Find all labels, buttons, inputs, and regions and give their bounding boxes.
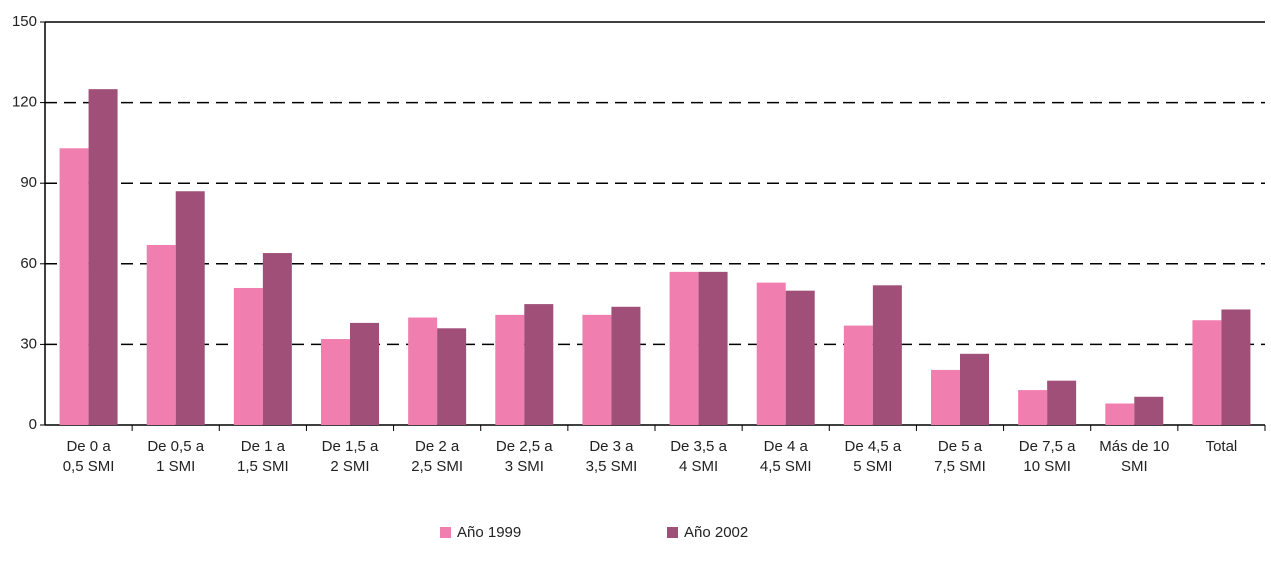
bar — [437, 328, 467, 425]
bar — [146, 244, 176, 425]
bar — [59, 148, 89, 426]
legend-label: Año 1999 — [457, 524, 521, 541]
bar — [669, 271, 699, 425]
bar — [1134, 396, 1164, 425]
legend-swatch — [440, 527, 451, 538]
legend-swatch — [667, 527, 678, 538]
bar — [495, 314, 525, 425]
bar — [1105, 403, 1135, 425]
bar — [931, 369, 960, 425]
bar — [1018, 390, 1048, 425]
bar — [960, 353, 989, 425]
bar — [872, 285, 902, 425]
bar — [611, 306, 641, 425]
bar — [262, 253, 292, 425]
bar — [785, 290, 815, 425]
bar — [175, 191, 205, 425]
y-tick-label: 60 — [20, 255, 37, 272]
x-tick-label: De 1 a 1,5 SMI — [237, 438, 289, 475]
bar — [1047, 380, 1077, 425]
bar — [524, 304, 554, 425]
bar — [350, 322, 379, 425]
bar — [843, 325, 873, 425]
x-tick-label: De 2 a 2,5 SMI — [411, 438, 463, 475]
bar — [233, 287, 263, 425]
bar — [408, 317, 438, 425]
y-tick-label: 150 — [12, 13, 37, 30]
bar — [88, 89, 118, 426]
x-tick-label: Más de 10 SMI — [1099, 438, 1169, 475]
x-tick-label: De 3 a 3,5 SMI — [586, 438, 638, 475]
bar — [1221, 309, 1251, 425]
bar — [321, 339, 350, 425]
x-tick-label: De 5 a 7,5 SMI — [934, 438, 986, 475]
x-tick-label: De 4 a 4,5 SMI — [760, 438, 812, 475]
legend-label: Año 2002 — [684, 524, 748, 541]
bar — [1192, 320, 1222, 425]
bar — [698, 271, 728, 425]
y-tick-label: 90 — [20, 174, 37, 191]
bar — [582, 314, 612, 425]
x-tick-label: Total — [1206, 438, 1238, 455]
y-tick-label: 0 — [29, 416, 37, 433]
x-tick-label: De 0 a 0,5 SMI — [63, 438, 115, 475]
bar — [756, 282, 786, 425]
x-tick-label: De 7,5 a 10 SMI — [1019, 438, 1076, 475]
y-tick-label: 30 — [20, 335, 37, 352]
y-tick-label: 120 — [12, 94, 37, 111]
